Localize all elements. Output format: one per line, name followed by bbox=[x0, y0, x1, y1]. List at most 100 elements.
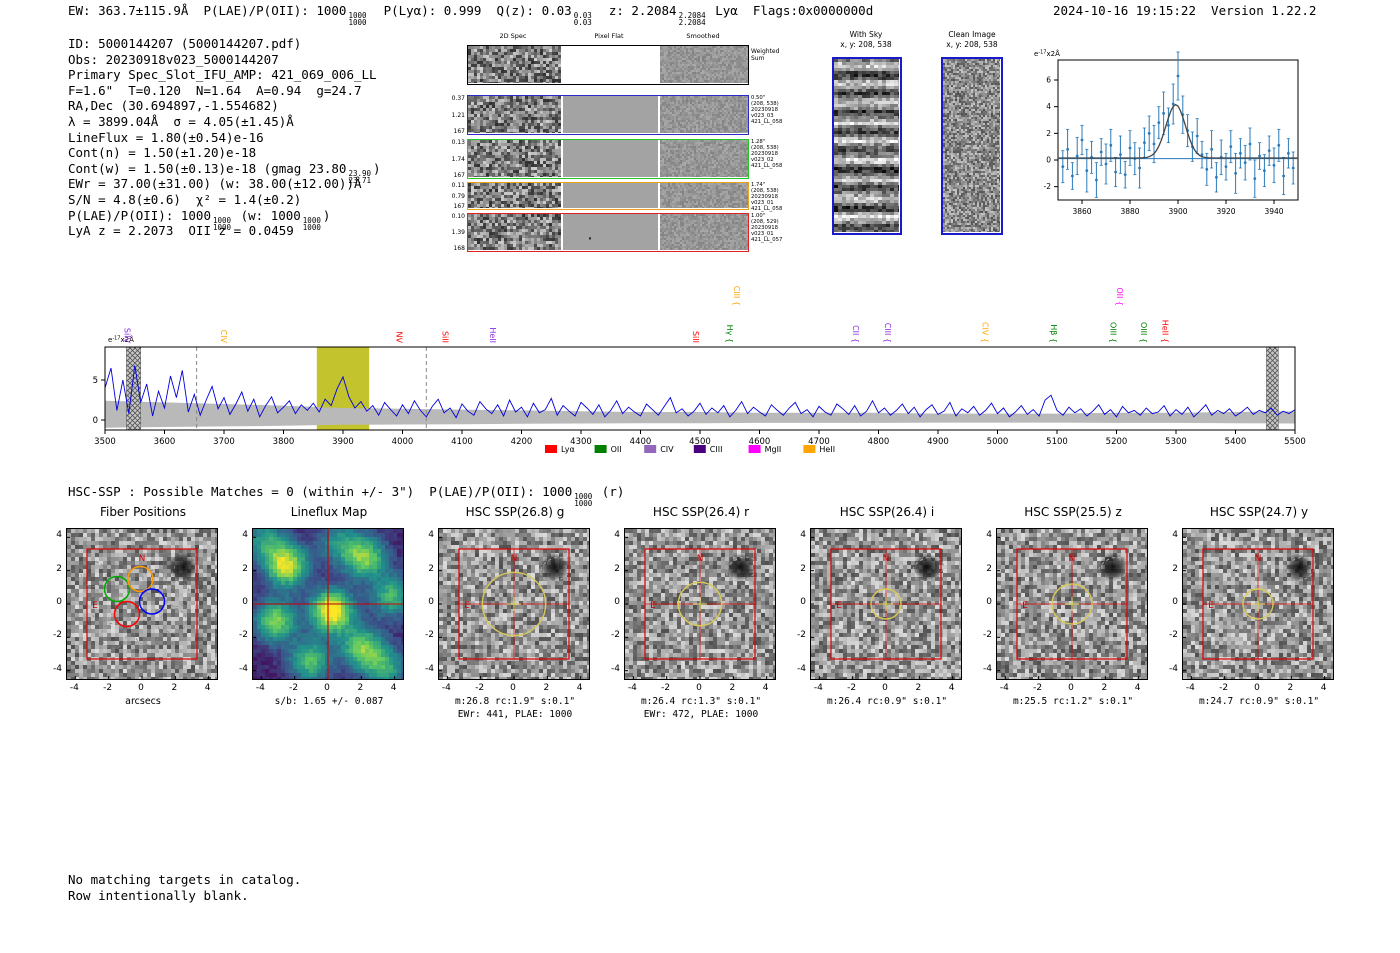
emission-line-label: CII { bbox=[851, 325, 860, 343]
spec2d-column-header: Smoothed bbox=[686, 32, 720, 40]
spec2d-row-annotation: 0.50" (208, 538) 20230918 v023_03 421_LL… bbox=[751, 95, 783, 126]
cutout-ytick: 4 bbox=[242, 530, 248, 541]
with-sky-panel: With Sky x, y: 208, 538 bbox=[816, 30, 916, 250]
text-segment: ) bbox=[373, 160, 381, 176]
cutout-xtick: 2 bbox=[543, 683, 550, 693]
cutout-xtick: 2 bbox=[915, 683, 922, 693]
cutout-panel-hsc: HSC SSP(26.4) i N E 4 2 0 -2 -4 -4 -2 0 2 4 m:26.4 rc… bbox=[784, 505, 990, 730]
text-segment: Primary Spec_Slot_IFU_AMP: 421_069_006_L… bbox=[68, 67, 377, 83]
cutout-ytick: 0 bbox=[1172, 597, 1178, 607]
emission-line-label: CIII { bbox=[732, 286, 741, 306]
cutout-panel-hsc: HSC SSP(25.5) z N E 4 2 0 -2 -4 -4 -2 0 2 4 m:25.5 rc… bbox=[970, 505, 1176, 730]
smoothed-image bbox=[660, 96, 748, 133]
spec2d-row-stat: 0.13 bbox=[451, 139, 465, 146]
cutout-overlay bbox=[253, 529, 403, 679]
cutout-xtick: -2 bbox=[1219, 683, 1229, 693]
spec2d-row-stats: 0.37 1.21 167 bbox=[445, 95, 465, 136]
cutout-panel-map: Lineflux Map 4 2 0 -2 -4 -4 -2 0 2 4 s/b: 1.65 +/- … bbox=[226, 505, 432, 730]
text-segment: P(LAE)/P(OII): 1000 bbox=[68, 207, 211, 223]
cutout-xtick: -2 bbox=[1033, 683, 1043, 693]
text-segment: ID: 5000144207 (5000144207.pdf) bbox=[68, 36, 302, 51]
cutout-xtick: -2 bbox=[103, 683, 113, 693]
fraction-numerator: 2.2084 bbox=[678, 11, 706, 20]
cutout-caption: m:26.8 rc:1.9" s:0.1" bbox=[454, 696, 576, 707]
with-sky-image-frame bbox=[832, 57, 902, 235]
fraction-denominator: 1000 bbox=[574, 499, 593, 508]
fraction-numerator: 1000 bbox=[348, 11, 367, 20]
svg-text:3600: 3600 bbox=[154, 437, 176, 447]
cutout-caption: m:26.4 rc:1.3" s:0.1" bbox=[640, 696, 762, 707]
cutout-xtick: 4 bbox=[762, 683, 769, 693]
cutout-xtick: 2 bbox=[171, 683, 178, 693]
with-sky-coords: x, y: 208, 538 bbox=[840, 40, 892, 49]
info-line: F=1.6" T=0.120 N=1.64 A=0.94 g=24.7 bbox=[68, 83, 381, 99]
spec2d-image bbox=[468, 214, 561, 250]
cutout-xtick: 4 bbox=[1134, 683, 1141, 693]
spec2d-image bbox=[468, 46, 561, 83]
spec2d-row bbox=[467, 182, 749, 210]
fiber-circle bbox=[127, 565, 154, 593]
spec2d-row-stat: 1.21 bbox=[451, 111, 465, 119]
stacked-fraction: 1000 1000 bbox=[348, 11, 367, 27]
clean-image-frame bbox=[941, 57, 1003, 235]
spec2d-image bbox=[468, 140, 561, 177]
text-segment: Lyα Flags:0x0000000d bbox=[707, 3, 874, 18]
stacked-fraction: 23.90 23.71 bbox=[348, 170, 372, 185]
east-marker: E bbox=[650, 601, 656, 611]
info-line: Primary Spec_Slot_IFU_AMP: 421_069_006_L… bbox=[68, 67, 381, 83]
cutout-caption: m:25.5 rc:1.2" s:0.1" bbox=[1012, 696, 1134, 707]
emission-line-label: HeII bbox=[488, 327, 497, 343]
svg-text:5400: 5400 bbox=[1225, 437, 1247, 447]
stacked-fraction: 1000 1000 bbox=[574, 492, 593, 508]
spec2d-row-stat: 0.10 bbox=[451, 213, 465, 220]
spec2d-row bbox=[467, 213, 749, 252]
cutout-ytick: 4 bbox=[428, 530, 434, 541]
svg-text:6: 6 bbox=[1046, 76, 1051, 85]
cutout-ytick: 0 bbox=[56, 597, 62, 607]
line-fit-plot: 3860 3880 3900 3920 3940 -2 0 2 4 6 e-17x2Å bbox=[1034, 49, 1299, 216]
svg-text:4800: 4800 bbox=[868, 437, 890, 447]
emission-line-label: OII { bbox=[1115, 287, 1124, 306]
cutout-ytick: -4 bbox=[239, 663, 248, 674]
cutout-overlay: NE bbox=[811, 536, 954, 679]
info-line: LyA z = 2.2073 OII z = 0.0459 bbox=[68, 223, 381, 239]
cutout-xtick: 2 bbox=[357, 683, 364, 693]
cutout-caption: m:26.4 rc:0.9" s:0.1" bbox=[826, 696, 948, 707]
fraction-numerator: 1000 bbox=[574, 492, 593, 501]
svg-text:5100: 5100 bbox=[1046, 437, 1068, 447]
spec2d-column-header: Pixel Flat bbox=[594, 32, 624, 40]
cutout-ytick: -4 bbox=[611, 663, 620, 674]
cutout-overlay: NE bbox=[625, 536, 768, 679]
cutout-ytick: 4 bbox=[1172, 530, 1178, 541]
fraction-denominator: 2.2084 bbox=[678, 18, 706, 27]
fraction-denominator: 1000 bbox=[213, 222, 232, 232]
svg-text:5300: 5300 bbox=[1165, 437, 1187, 447]
cutout-ytick: -4 bbox=[53, 663, 62, 674]
svg-text:3900: 3900 bbox=[1168, 207, 1187, 216]
cutout-title: HSC SSP(26.4) i bbox=[839, 505, 935, 519]
cutout-xtick: 0 bbox=[324, 683, 330, 693]
spec2d-row-annotation: 1.28" (208, 538) 20230918 v023_02 421_LL… bbox=[751, 139, 783, 170]
spec2d-row bbox=[467, 45, 749, 85]
cutout-ytick: 4 bbox=[800, 530, 806, 541]
svg-text:4100: 4100 bbox=[451, 437, 473, 447]
pixel-flat-image bbox=[563, 214, 658, 250]
svg-text:3500: 3500 bbox=[94, 437, 116, 447]
text-segment: z: 2.2084 bbox=[593, 3, 677, 18]
fraction-denominator: 1000 bbox=[302, 222, 321, 232]
svg-text:3800: 3800 bbox=[273, 437, 295, 447]
text-segment: (w: 1000 bbox=[233, 207, 301, 223]
stacked-fraction: 2.2084 2.2084 bbox=[678, 11, 706, 27]
spec2d-row-annotation: 1.00" (208, 529) 20230918 v023_01 421_LL… bbox=[751, 213, 783, 244]
north-marker: N bbox=[139, 554, 146, 564]
info-line: LineFlux = 1.80(±0.54)e-16 bbox=[68, 130, 381, 146]
fraction-denominator: 23.71 bbox=[348, 175, 372, 185]
stacked-fraction: 1000 1000 bbox=[213, 215, 232, 232]
east-marker: E bbox=[464, 601, 470, 611]
fraction-numerator: 1000 bbox=[213, 215, 232, 225]
text-segment: EW: 363.7±115.9Å P(LAE)/P(OII): 1000 bbox=[68, 3, 347, 18]
fraction-denominator: 0.03 bbox=[573, 18, 592, 27]
